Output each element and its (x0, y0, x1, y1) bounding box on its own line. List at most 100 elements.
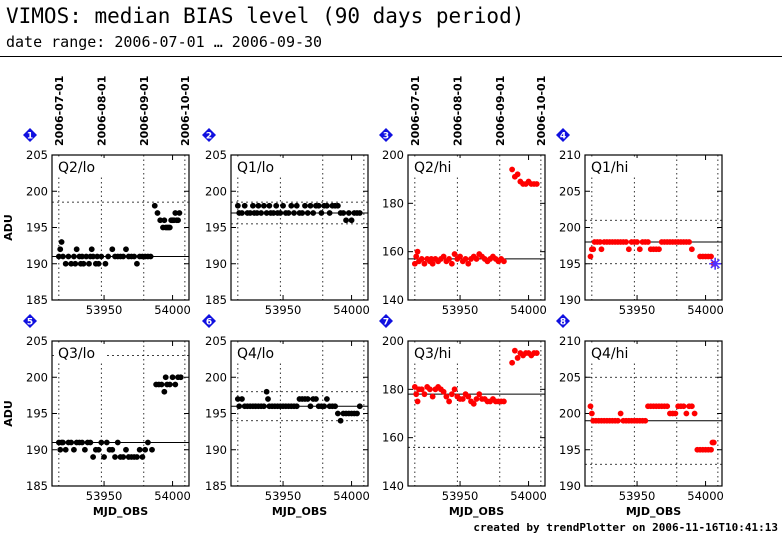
data-point (293, 202, 300, 209)
y-axis-label: ADU (2, 400, 15, 427)
data-point (710, 439, 717, 446)
data-point (318, 210, 325, 216)
data-point (418, 256, 425, 262)
data-point (123, 446, 129, 453)
plot-frame (407, 154, 546, 301)
data-point (429, 393, 436, 400)
plot-frame (584, 154, 723, 301)
x-tick-label: 54000 (687, 303, 724, 317)
panel-badge-icon (556, 314, 570, 328)
data-point (255, 202, 262, 209)
data-point (265, 396, 271, 402)
panel-label: Q2/lo (58, 160, 95, 176)
panel-badge-icon (556, 128, 570, 142)
data-point (263, 210, 270, 216)
x-tick-label: 53950 (619, 489, 656, 503)
data-point (354, 410, 360, 417)
data-point (154, 210, 161, 216)
data-point (686, 239, 693, 245)
data-point (459, 396, 466, 402)
x-axis-label: MJD_OBS (626, 505, 681, 518)
data-point (285, 210, 292, 216)
panel-badge-number: 2 (206, 132, 212, 142)
y-tick-label: 205 (26, 148, 48, 162)
data-point (254, 210, 260, 216)
data-point (236, 403, 243, 410)
chart-panel-6: 6 185 190 195 200 205 53950 54000 Q4/lo MJD_OBS (202, 314, 370, 518)
data-point (151, 202, 158, 209)
data-point (509, 359, 516, 366)
data-point (427, 386, 433, 393)
data-point (470, 400, 477, 407)
data-point (310, 210, 317, 216)
data-point (473, 256, 480, 262)
data-point (421, 391, 428, 398)
data-point (114, 439, 121, 446)
data-point (139, 454, 146, 460)
x-tick-label: 54000 (333, 489, 370, 503)
chart-panel-8: 8 190 195 200 205 210 53950 54000 Q4/hi MJD_OBS (556, 314, 724, 518)
x-tick-label: 53950 (265, 303, 302, 317)
data-point (457, 253, 463, 260)
data-point (277, 210, 284, 216)
data-point (299, 210, 306, 216)
data-point (234, 202, 241, 209)
data-point (324, 202, 330, 209)
panel-badge-number: 3 (383, 132, 389, 142)
data-point (625, 246, 632, 253)
data-point (105, 253, 112, 260)
y-tick-label: 205 (205, 334, 227, 348)
x-axis-label: MJD_OBS (93, 505, 148, 518)
y-tick-label: 180 (382, 382, 404, 396)
panel-badge-icon (202, 128, 216, 142)
data-point (688, 246, 695, 253)
data-point (642, 417, 649, 424)
data-point (683, 410, 690, 417)
panel-label: Q1/hi (591, 160, 628, 176)
data-point (88, 246, 95, 253)
data-point (172, 210, 179, 216)
panel-badge-number: 7 (383, 318, 389, 328)
data-point (691, 410, 698, 417)
data-point (175, 217, 181, 224)
panel-badge-icon (202, 314, 216, 328)
data-point (334, 202, 341, 209)
data-point (590, 246, 597, 253)
y-tick-label: 195 (205, 407, 227, 421)
plot-frame (51, 340, 190, 487)
data-point (421, 260, 428, 267)
y-tick-label: 200 (26, 370, 48, 384)
data-point (57, 446, 64, 453)
data-point (356, 210, 363, 216)
data-point (462, 256, 469, 262)
plot-frame (230, 154, 369, 301)
data-point (57, 246, 64, 253)
y-tick-label: 190 (205, 257, 227, 271)
y-tick-label: 190 (559, 479, 581, 493)
x-tick-label: 53950 (86, 489, 123, 503)
data-point (102, 260, 109, 267)
data-point (345, 210, 352, 216)
data-point (304, 210, 311, 216)
data-point (95, 260, 102, 267)
data-point (324, 396, 330, 402)
data-point (708, 253, 714, 260)
y-tick-label: 205 (26, 334, 48, 348)
panel-label-bg (234, 344, 284, 362)
y-axis-label: ADU (2, 214, 15, 241)
x-tick-label: 53950 (442, 303, 479, 317)
panel-label-bg (411, 344, 461, 362)
date-label: 2006-07-01 (53, 76, 66, 146)
data-point (334, 410, 341, 417)
data-point (120, 454, 127, 460)
data-point (501, 398, 507, 405)
data-point (81, 446, 88, 453)
data-point (239, 396, 245, 402)
y-tick-label: 190 (26, 257, 48, 271)
y-tick-label: 205 (559, 370, 581, 384)
data-point (587, 403, 594, 410)
panel-label-bg (55, 344, 105, 362)
data-point (451, 386, 458, 393)
x-tick-label: 54000 (154, 489, 191, 503)
data-point (446, 398, 452, 405)
